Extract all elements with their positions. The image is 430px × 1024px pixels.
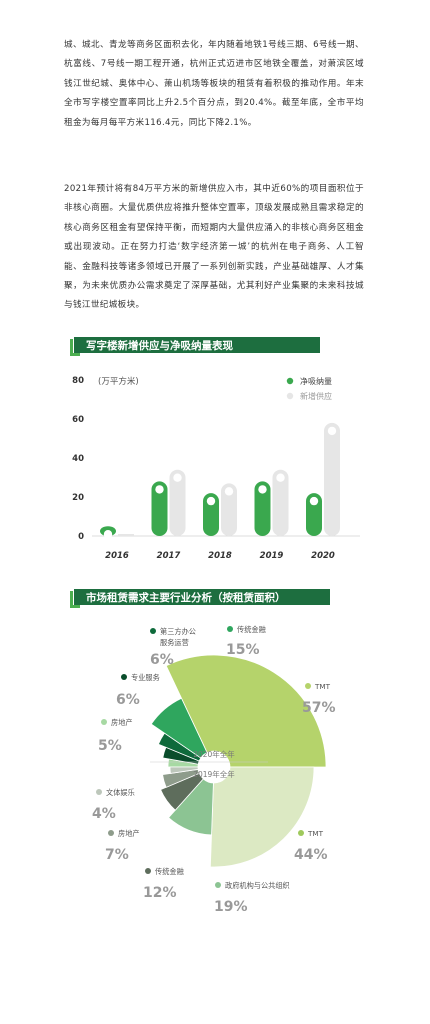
bar-cap-absorption-2016: [103, 530, 113, 539]
label-2020-professional-pct: 6%: [116, 692, 140, 708]
intro-paragraph-1: 城、城北、青龙等商务区面积去化，年内随着地铁1号线三期、6号线一期、杭富线、7号…: [64, 40, 364, 128]
label-2019-entertainment-label: 文体娱乐: [106, 788, 135, 797]
bar-cap-supply-2017: [173, 473, 182, 482]
label-2019-tmt-dot: [298, 830, 304, 836]
section-title-text: 市场租赁需求主要行业分析（按租赁面积）: [86, 592, 286, 604]
y-tick-label: 60: [72, 415, 84, 425]
year-label-2020: 2020年全年: [193, 749, 235, 759]
title-bar: [74, 589, 330, 605]
bar-supply-2020: [324, 422, 340, 536]
label-2020-tmt-label: TMT: [314, 682, 331, 691]
bar-supply-2016: [118, 534, 134, 536]
bar-absorption-2018: [203, 493, 219, 536]
x-tick-label: 2018: [208, 551, 232, 561]
label-2019-finance-label: 传统金融: [155, 867, 184, 876]
intro-paragraph-2: 2021年预计将有84万平方米的新增供应入市，其中近60%的项目面积位于非核心商…: [64, 184, 364, 311]
bar-absorption-2019: [254, 481, 271, 536]
label-2019-tmt-pct: 44%: [294, 847, 328, 863]
title-corner-mark: [70, 339, 80, 356]
title-bar: [74, 337, 320, 353]
x-tick-label: 2016: [105, 551, 129, 561]
label-2020-realestate-label: 房地产: [111, 718, 133, 727]
y-tick-label: 80: [72, 376, 84, 386]
label-2020-finance-pct: 15%: [226, 642, 260, 658]
label-2020-tmt-pct: 57%: [302, 700, 336, 716]
label-2019-finance-dot: [145, 868, 151, 874]
bar-cap-supply-2018: [224, 487, 234, 496]
section-title-demand: 市场租赁需求主要行业分析（按租赁面积）: [70, 589, 330, 608]
x-tick-label: 2017: [157, 551, 181, 561]
title-corner-mark: [70, 591, 80, 608]
bar-supply-2017: [169, 469, 186, 536]
label-2019-government-label: 政府机构与公共组织: [225, 881, 290, 890]
label-2019-realestate-dot: [108, 830, 114, 836]
label-2019-entertainment-pct: 4%: [92, 806, 116, 822]
label-2020-third-party-pct: 6%: [150, 652, 174, 668]
section-title-text: 写字楼新增供应与净吸纳量表现: [86, 340, 233, 352]
bar-absorption-2020: [306, 493, 322, 536]
legend-swatch-absorption: [286, 377, 294, 385]
bar-cap-absorption-2019: [258, 485, 267, 494]
legend-swatch-supply: [286, 392, 294, 400]
label-2020-finance-label: 传统金融: [237, 625, 266, 634]
y-tick-label: 0: [78, 532, 84, 542]
legend-label-absorption: 净吸纳量: [300, 376, 332, 386]
label-2019-tmt-label: TMT: [307, 829, 324, 838]
section-title-supply: 写字楼新增供应与净吸纳量表现: [70, 337, 320, 356]
bar-supply-2018: [221, 483, 237, 536]
y-tick-label: 40: [72, 454, 84, 464]
label-2020-professional-dot: [121, 674, 127, 680]
bar-cap-supply-2020: [327, 426, 337, 436]
label-2019-entertainment-dot: [96, 789, 102, 795]
label-2020-realestate-pct: 5%: [98, 738, 122, 754]
label-2020-realestate-dot: [101, 719, 107, 725]
label-2020-third-party-label: 第三方办公: [160, 627, 196, 636]
bar-absorption-2017: [151, 481, 168, 536]
label-2020-tmt-dot: [305, 683, 311, 689]
y-tick-label: 20: [72, 493, 84, 503]
label-2019-government-dot: [215, 882, 221, 888]
label-2020-professional-label: 专业服务: [131, 673, 160, 682]
label-2019-finance-pct: 12%: [143, 885, 177, 901]
x-tick-label: 2020: [311, 551, 335, 561]
bar-cap-absorption-2018: [206, 496, 216, 506]
label-2020-finance-dot: [227, 626, 233, 632]
donut-2020-slice-0: [165, 654, 327, 768]
label-2019-government-pct: 19%: [214, 899, 248, 915]
bar-cap-absorption-2017: [155, 485, 164, 494]
label-2020-third-party-label: 服务运营: [160, 638, 189, 647]
bar-cap-supply-2019: [276, 473, 285, 482]
label-2020-third-party-dot: [150, 628, 156, 634]
bar-supply-2019: [272, 469, 289, 536]
bar-cap-absorption-2020: [309, 496, 319, 506]
label-2019-realestate-pct: 7%: [105, 847, 129, 863]
label-2019-realestate-label: 房地产: [118, 829, 140, 838]
unit-label: (万平方米): [98, 376, 139, 387]
legend-label-supply: 新增供应: [300, 391, 332, 401]
donut-2019-hole: [198, 751, 230, 783]
year-label-2019: 2019年全年: [193, 769, 235, 779]
x-tick-label: 2019: [260, 551, 284, 561]
